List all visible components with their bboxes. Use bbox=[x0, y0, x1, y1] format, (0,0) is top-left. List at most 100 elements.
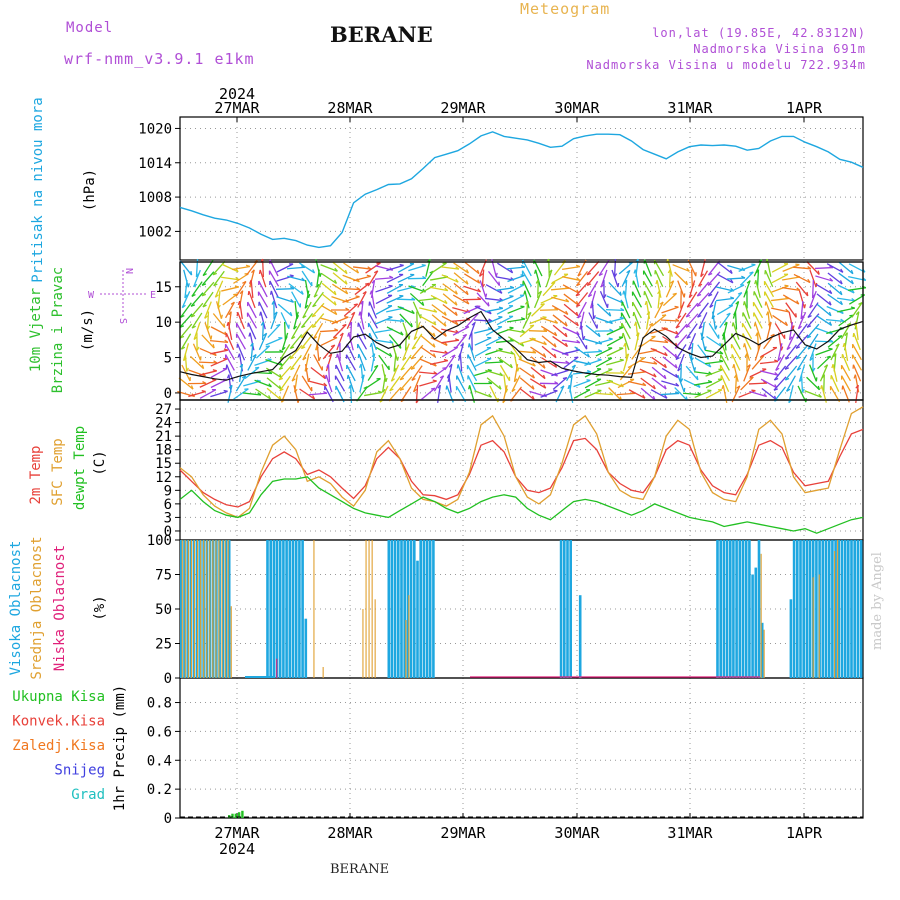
wind-arrow-head bbox=[646, 311, 650, 316]
wind-arrow bbox=[275, 288, 295, 290]
wind-arrow bbox=[632, 280, 642, 298]
wind-arrow bbox=[717, 261, 733, 275]
wind-arrow bbox=[661, 327, 679, 335]
wind-arrow bbox=[215, 301, 223, 319]
cloud-bar bbox=[397, 540, 400, 678]
wind-arrow bbox=[522, 280, 532, 298]
wind-arrow-head bbox=[737, 291, 743, 295]
wind-arrow bbox=[522, 312, 532, 329]
wind-arrow-head bbox=[731, 322, 734, 327]
wind-arrow bbox=[742, 333, 752, 350]
wind-arrow bbox=[212, 313, 226, 328]
wind-arrow-head bbox=[586, 272, 592, 276]
wind-arrow bbox=[675, 312, 687, 329]
wind-arrow-head bbox=[707, 283, 712, 286]
wind-arrow-head bbox=[633, 321, 637, 327]
wind-arrow bbox=[749, 368, 767, 378]
precip-bar bbox=[237, 812, 241, 818]
wind-arrow bbox=[640, 387, 656, 401]
wind-arrow-head bbox=[326, 363, 330, 368]
wind-arrow-head bbox=[786, 388, 791, 392]
wind-arrow-head bbox=[521, 264, 526, 268]
wind-arrow bbox=[418, 297, 438, 302]
wind-arrow bbox=[540, 390, 558, 398]
wind-arrow bbox=[796, 354, 808, 371]
wind-arrow bbox=[375, 346, 393, 358]
wind-arrow bbox=[782, 264, 800, 272]
wind-arrow bbox=[545, 269, 553, 288]
wind-arrow bbox=[375, 294, 393, 305]
wind-arrow bbox=[529, 378, 547, 389]
wind-arrow bbox=[809, 343, 817, 361]
wind-arrow bbox=[430, 276, 448, 281]
wind-arrow bbox=[752, 301, 764, 319]
wind-arrow-head bbox=[191, 294, 196, 297]
wind-arrow bbox=[773, 365, 787, 381]
wind-arrow bbox=[651, 356, 667, 369]
wind-arrow-head bbox=[411, 378, 416, 381]
wind-arrow-head bbox=[657, 290, 661, 295]
wind-arrow bbox=[722, 322, 728, 340]
wind-arrow bbox=[851, 302, 863, 318]
wind-arrow bbox=[300, 313, 314, 328]
cloud-bar bbox=[837, 540, 839, 678]
wind-arrow bbox=[496, 295, 514, 304]
wind-arrow-head bbox=[223, 389, 228, 392]
wind-arrow bbox=[632, 301, 642, 319]
wind-arrow bbox=[706, 335, 722, 348]
wind-arrow bbox=[587, 280, 599, 298]
cloud-bar bbox=[824, 540, 828, 678]
wind-arrow-head bbox=[471, 322, 476, 326]
wind-arrow bbox=[552, 335, 568, 348]
wind-arrow-head bbox=[675, 382, 680, 387]
wind-arrow-head bbox=[202, 380, 207, 384]
cloud-bar bbox=[722, 540, 726, 678]
wind-arrow bbox=[399, 376, 413, 391]
cloud-bar bbox=[224, 540, 228, 678]
wind-arrow bbox=[583, 350, 603, 354]
wind-arrow-head bbox=[574, 356, 579, 359]
wind-arrow-head bbox=[279, 361, 284, 366]
wind-arrow-head bbox=[697, 293, 702, 297]
wind-arrow bbox=[595, 316, 613, 325]
wind-arrow bbox=[276, 263, 294, 273]
wind-arrow-head bbox=[241, 375, 247, 379]
wind-arrow-head bbox=[796, 300, 800, 305]
wind-arrow-head bbox=[564, 322, 568, 327]
wind-arrow-head bbox=[786, 346, 791, 351]
wind-arrow bbox=[359, 374, 365, 393]
wind-arrow bbox=[534, 269, 542, 288]
cloud-bar bbox=[789, 599, 793, 678]
wind-arrow-head bbox=[467, 343, 470, 348]
precip-bar bbox=[231, 813, 234, 818]
wind-arrow bbox=[468, 322, 476, 340]
wind-arrow-head bbox=[575, 321, 579, 327]
wind-arrow bbox=[677, 353, 685, 372]
wind-arrow-head bbox=[411, 346, 416, 350]
wind-arrow-head bbox=[399, 388, 405, 391]
wind-arrow bbox=[301, 375, 313, 392]
wind-arrow bbox=[694, 381, 712, 386]
pressure-ylabel: Pritisak na nivou mora bbox=[30, 97, 46, 282]
wind-arrow-head bbox=[181, 346, 186, 350]
wind-arrow-head bbox=[312, 395, 316, 400]
wind-arrow-head bbox=[704, 346, 707, 351]
compass-west: W bbox=[88, 290, 95, 301]
wind-arrow-head bbox=[193, 283, 198, 288]
wind-arrow bbox=[628, 389, 646, 399]
wind-arrow-head bbox=[644, 300, 648, 306]
wind-arrow-head bbox=[774, 377, 779, 381]
cloud-bar bbox=[285, 540, 288, 678]
wind-arrow-head bbox=[688, 346, 693, 351]
wind-arrow-head bbox=[391, 378, 395, 382]
wind-arrow-head bbox=[835, 343, 840, 347]
wind-arrow bbox=[442, 283, 458, 295]
wind-arrow bbox=[333, 324, 347, 338]
wind-arrow-head bbox=[365, 282, 370, 285]
wind-arrow-head bbox=[777, 357, 782, 362]
wind-arrow-head bbox=[337, 342, 341, 347]
wind-arrow-head bbox=[670, 280, 675, 284]
wind-arrow bbox=[608, 281, 622, 297]
wind-arrow bbox=[210, 349, 228, 355]
wind-arrow-head bbox=[499, 372, 504, 377]
